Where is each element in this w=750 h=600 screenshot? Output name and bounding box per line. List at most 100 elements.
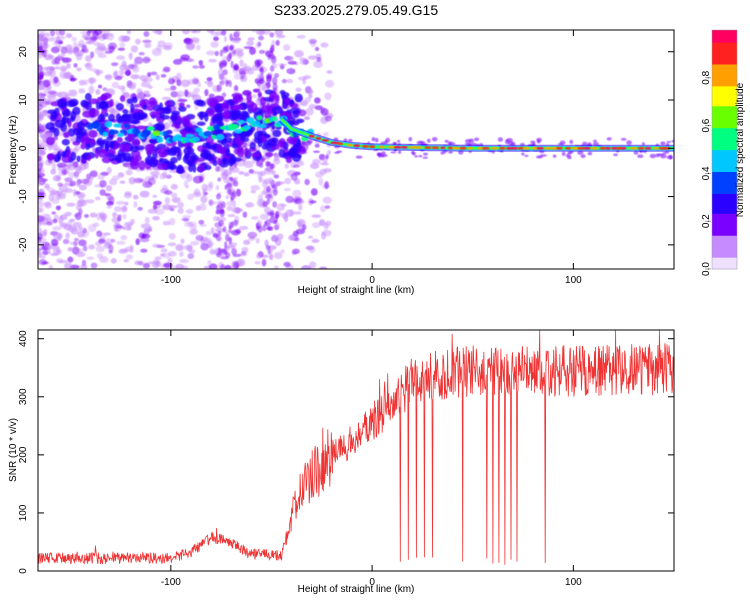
spectrogram-clutter-blob (375, 138, 379, 143)
spectrogram-noise-blob (103, 75, 112, 79)
spectrogram-cluster-blob (97, 113, 106, 123)
colorbar-cell (712, 207, 737, 210)
spectrogram-smear-blob (226, 245, 230, 252)
spectrogram-cluster-blob (46, 153, 55, 160)
colorbar-cell (712, 155, 737, 159)
colorbar-cell (712, 235, 737, 238)
colorbar-cell (712, 83, 737, 87)
spectrogram-noise-blob (58, 259, 69, 264)
spectrogram-smear-blob (234, 84, 239, 91)
spectrogram-noise-blob (155, 30, 162, 35)
spectrogram-noise-blob (243, 172, 250, 177)
spectrogram-cluster-blob (261, 104, 272, 113)
carrier-peak-blob (511, 146, 519, 150)
spectrogram-cluster-blob (291, 143, 301, 153)
colorbar-cell (712, 69, 737, 73)
spectrogram-noise-blob (238, 225, 249, 230)
spectrogram-clutter-blob (538, 155, 543, 159)
spectrogram-noise-blob (55, 57, 60, 61)
spectrogram-noise-blob (76, 67, 82, 72)
spectrogram-noise-blob (208, 263, 218, 269)
spectrogram-noise-blob (273, 251, 283, 260)
colorbar-cell (712, 75, 737, 79)
spectrogram-clutter-blob (580, 154, 586, 159)
spectrogram-noise-blob (44, 201, 52, 209)
spectrogram-smear-blob (215, 165, 220, 172)
spectrogram-cluster-blob (45, 136, 55, 146)
spectrogram-noise-blob (231, 36, 241, 44)
spectrogram-noise-blob (163, 262, 173, 268)
spectrogram-ridge-blob (156, 136, 164, 143)
spectrogram-noise-blob (52, 218, 58, 224)
colorbar-cell (712, 119, 737, 123)
spectrogram-smear-blob (259, 67, 264, 72)
spectrogram-smear-blob (258, 49, 265, 54)
colorbar-cell (712, 135, 737, 139)
colorbar-cell (712, 51, 737, 55)
spectrogram-smear-blob (222, 226, 227, 233)
spectrogram-noise-blob (76, 182, 81, 187)
carrier-peak-blob (368, 145, 376, 149)
spectrogram-noise-blob (284, 163, 289, 169)
spectrogram-noise-blob (187, 253, 195, 260)
spectrogram-noise-blob (38, 138, 42, 144)
spectrogram-clutter-blob (536, 137, 542, 143)
spectrogram-cluster-blob (136, 125, 147, 130)
spectrogram-clutter-blob (411, 150, 415, 155)
spectrogram-noise-blob (169, 208, 175, 212)
spectrogram-cluster-blob (80, 158, 87, 164)
spectrogram-smear-blob (215, 193, 222, 200)
spectrogram-clutter-blob (397, 139, 401, 143)
colorbar-cell (712, 73, 737, 77)
colorbar-cell (712, 71, 737, 75)
spectrogram-noise-blob (116, 55, 126, 60)
carrier-peak-blob (565, 146, 572, 150)
spectrogram-noise-blob (111, 81, 119, 89)
spectrogram-ridge-blob (102, 131, 109, 137)
spectrogram-noise-blob (255, 30, 266, 36)
spectrogram-smear-blob (225, 194, 230, 200)
colorbar-cell (712, 211, 737, 214)
spectrogram-noise-blob (41, 134, 50, 140)
spectrogram-ridge-blob (117, 132, 124, 138)
spectrogram-noise-blob (121, 205, 128, 213)
spectrogram-noise-blob (227, 244, 236, 249)
spectrogram-noise-blob (305, 107, 314, 116)
spectrogram-clutter-blob (660, 141, 666, 146)
spectrogram-cluster-blob (82, 110, 94, 118)
spectrogram-ridge-blob (243, 124, 252, 130)
spectrogram-noise-blob (67, 247, 73, 252)
spectrogram-noise-blob (290, 172, 298, 181)
spectrogram-noise-blob (304, 178, 310, 186)
spectrogram-smear-blob (233, 65, 240, 71)
spectrogram-smear-blob (217, 200, 222, 205)
spectrogram-noise-blob (197, 82, 202, 88)
colorbar-cell (712, 33, 737, 37)
spectrogram-noise-blob (251, 216, 259, 220)
spectrogram-noise-blob (60, 46, 68, 55)
spectrogram-noise-blob (56, 91, 62, 97)
spectrogram-noise-blob (243, 239, 251, 246)
colorbar-cell (712, 189, 737, 192)
spectrogram-cluster-blob (176, 151, 182, 161)
spectrogram-cluster-blob (66, 149, 72, 158)
spectrogram-noise-blob (67, 89, 78, 97)
spectrogram-cluster-blob (193, 99, 204, 106)
spectrogram-smear-blob (257, 171, 263, 179)
spectrogram-smear-blob (228, 236, 232, 245)
spectrogram-smear-blob (226, 54, 232, 62)
colorbar-cell (712, 117, 737, 121)
spectrogram-smear-blob (224, 241, 228, 248)
spectrogram-noise-blob (185, 209, 194, 214)
spectrogram-noise-blob (233, 177, 238, 181)
spectrogram-cluster-blob (275, 142, 286, 147)
spectrogram-noise-blob (215, 227, 225, 233)
spectrogram-smear-blob (257, 194, 263, 202)
spectrogram-noise-blob (65, 232, 71, 239)
spectrogram-cluster-blob (264, 89, 274, 95)
spectrogram-noise-blob (38, 32, 46, 37)
spectrogram-cluster-blob (176, 165, 185, 174)
colorbar-cell (712, 31, 737, 35)
spectrogram-noise-blob (42, 66, 52, 71)
